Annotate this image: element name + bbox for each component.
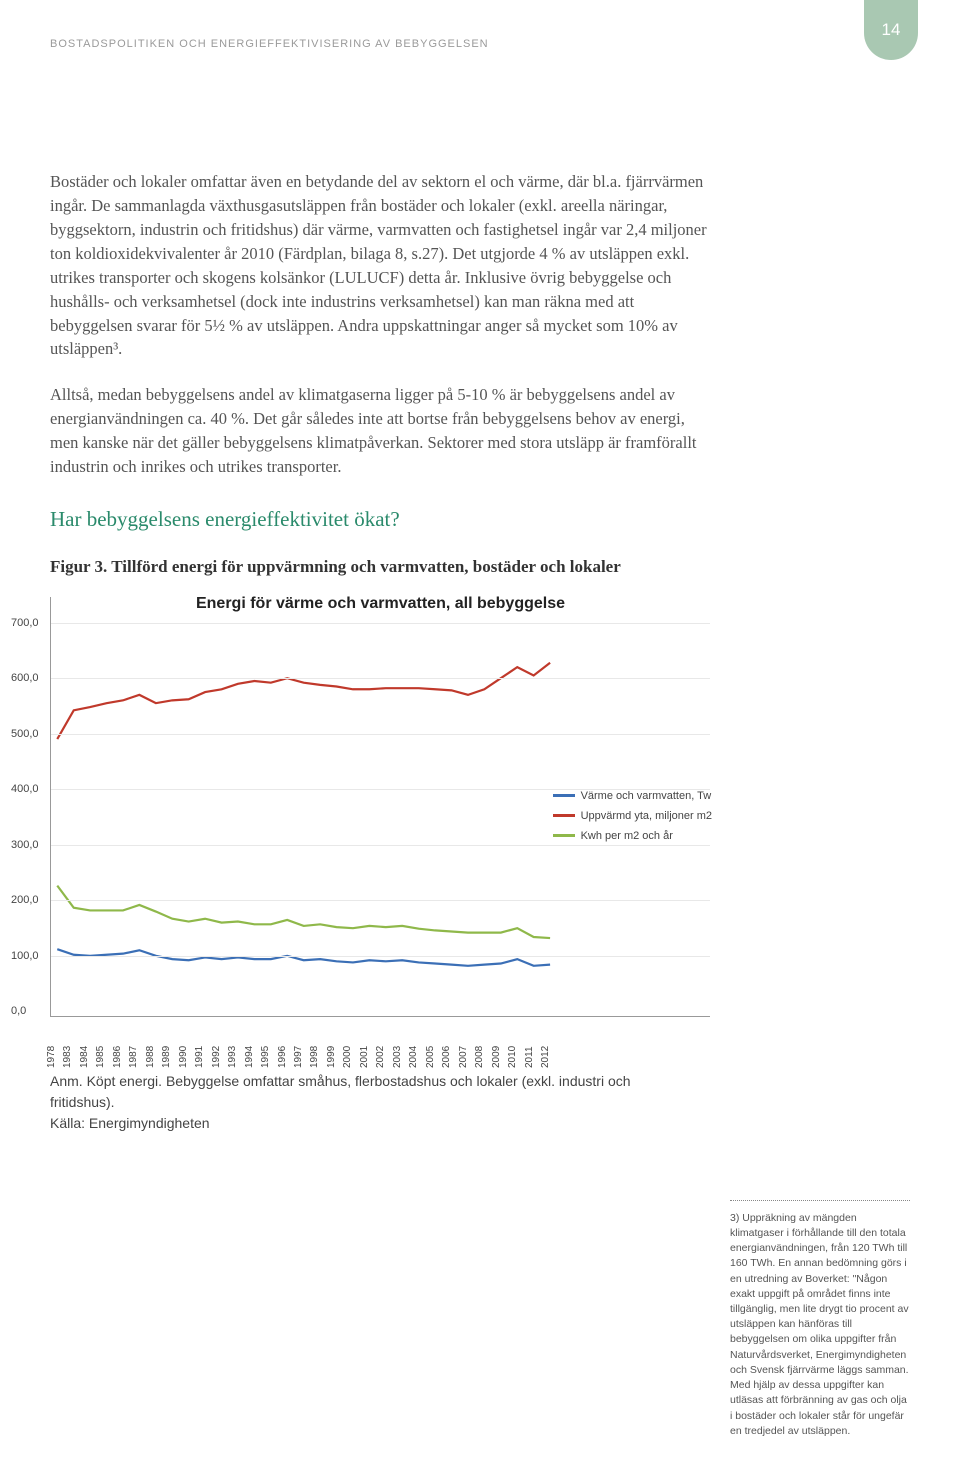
x-tick-label: 2006 bbox=[441, 1046, 452, 1068]
x-tick-label: 1994 bbox=[244, 1046, 255, 1068]
x-tick-label: 2007 bbox=[458, 1046, 469, 1068]
legend-swatch bbox=[553, 834, 575, 837]
y-gridline bbox=[51, 734, 710, 735]
x-tick-label: 2008 bbox=[474, 1046, 485, 1068]
section-heading: Har bebyggelsens energieffektivitet ökat… bbox=[50, 507, 710, 532]
x-tick-label: 2003 bbox=[392, 1046, 403, 1068]
x-tick-label: 2010 bbox=[507, 1046, 518, 1068]
y-gridline bbox=[51, 845, 710, 846]
chart-note-source: Källa: Energimyndigheten bbox=[50, 1113, 670, 1134]
x-tick-label: 1998 bbox=[309, 1046, 320, 1068]
x-tick-label: 2005 bbox=[425, 1046, 436, 1068]
running-header: BOSTADSPOLITIKEN OCH ENERGIEFFEKTIVISERI… bbox=[50, 38, 910, 50]
legend-swatch bbox=[553, 794, 575, 797]
x-tick-label: 1999 bbox=[326, 1046, 337, 1068]
x-tick-label: 2001 bbox=[359, 1046, 370, 1068]
y-tick-label: 200,0 bbox=[11, 894, 39, 906]
x-tick-label: 2002 bbox=[375, 1046, 386, 1068]
x-tick-label: 1987 bbox=[128, 1046, 139, 1068]
y-gridline bbox=[51, 678, 710, 679]
chart-legend: Värme och varmvatten, Tw Uppvärmd yta, mi… bbox=[553, 790, 712, 850]
legend-swatch bbox=[553, 814, 575, 817]
x-tick-label: 1995 bbox=[260, 1046, 271, 1068]
x-tick-label: 1990 bbox=[178, 1046, 189, 1068]
x-tick-label: 1997 bbox=[293, 1046, 304, 1068]
page-number: 14 bbox=[882, 20, 901, 40]
x-tick-label: 2009 bbox=[491, 1046, 502, 1068]
y-tick-label: 100,0 bbox=[11, 950, 39, 962]
x-tick-label: 1992 bbox=[211, 1046, 222, 1068]
x-tick-label: 1989 bbox=[161, 1046, 172, 1068]
y-tick-label: 400,0 bbox=[11, 783, 39, 795]
y-tick-label: 600,0 bbox=[11, 672, 39, 684]
footnote-divider bbox=[730, 1200, 910, 1201]
page-number-tab: 14 bbox=[864, 0, 918, 60]
x-axis-labels: 1978198319841985198619871988198919901991… bbox=[51, 1020, 710, 1054]
y-tick-label: 0,0 bbox=[11, 1005, 26, 1017]
series-line bbox=[57, 949, 550, 966]
footnote-column: 3) Uppräkning av mängden klimatgaser i f… bbox=[730, 1200, 910, 1439]
legend-label: Värme och varmvatten, Tw bbox=[581, 790, 712, 802]
x-tick-label: 2004 bbox=[408, 1046, 419, 1068]
paragraph-1: Bostäder och lokaler omfattar även en be… bbox=[50, 170, 710, 361]
x-tick-label: 2012 bbox=[540, 1046, 551, 1068]
x-tick-label: 2011 bbox=[524, 1046, 535, 1068]
legend-label: Uppvärmd yta, miljoner m2 bbox=[581, 810, 712, 822]
y-gridline bbox=[51, 956, 710, 957]
figure-title: Figur 3. Tillförd energi för uppvärmning… bbox=[50, 556, 710, 579]
footnote-text: 3) Uppräkning av mängden klimatgaser i f… bbox=[730, 1211, 910, 1439]
y-tick-label: 500,0 bbox=[11, 728, 39, 740]
x-tick-label: 1993 bbox=[227, 1046, 238, 1068]
y-tick-label: 300,0 bbox=[11, 839, 39, 851]
y-tick-label: 700,0 bbox=[11, 617, 39, 629]
chart-note: Anm. Köpt energi. Bebyggelse omfattar sm… bbox=[50, 1071, 670, 1134]
y-gridline bbox=[51, 623, 710, 624]
x-tick-label: 1988 bbox=[145, 1046, 156, 1068]
x-tick-label: 1986 bbox=[112, 1046, 123, 1068]
series-line bbox=[57, 663, 550, 739]
x-tick-label: 1996 bbox=[277, 1046, 288, 1068]
chart: Energi för värme och varmvatten, all beb… bbox=[50, 597, 710, 1017]
chart-note-anm: Anm. Köpt energi. Bebyggelse omfattar sm… bbox=[50, 1071, 670, 1113]
y-gridline bbox=[51, 789, 710, 790]
x-tick-label: 1991 bbox=[194, 1046, 205, 1068]
legend-item: Värme och varmvatten, Tw bbox=[553, 790, 712, 802]
x-tick-label: 1983 bbox=[62, 1046, 73, 1068]
legend-item: Kwh per m2 och år bbox=[553, 830, 712, 842]
legend-item: Uppvärmd yta, miljoner m2 bbox=[553, 810, 712, 822]
x-tick-label: 1978 bbox=[46, 1046, 57, 1068]
x-tick-label: 1984 bbox=[79, 1046, 90, 1068]
y-gridline bbox=[51, 900, 710, 901]
x-tick-label: 2000 bbox=[342, 1046, 353, 1068]
paragraph-2: Alltså, medan bebyggelsens andel av klim… bbox=[50, 383, 710, 479]
x-tick-label: 1985 bbox=[95, 1046, 106, 1068]
main-column: Bostäder och lokaler omfattar även en be… bbox=[50, 170, 710, 1134]
legend-label: Kwh per m2 och år bbox=[581, 830, 673, 842]
series-line bbox=[57, 886, 550, 938]
